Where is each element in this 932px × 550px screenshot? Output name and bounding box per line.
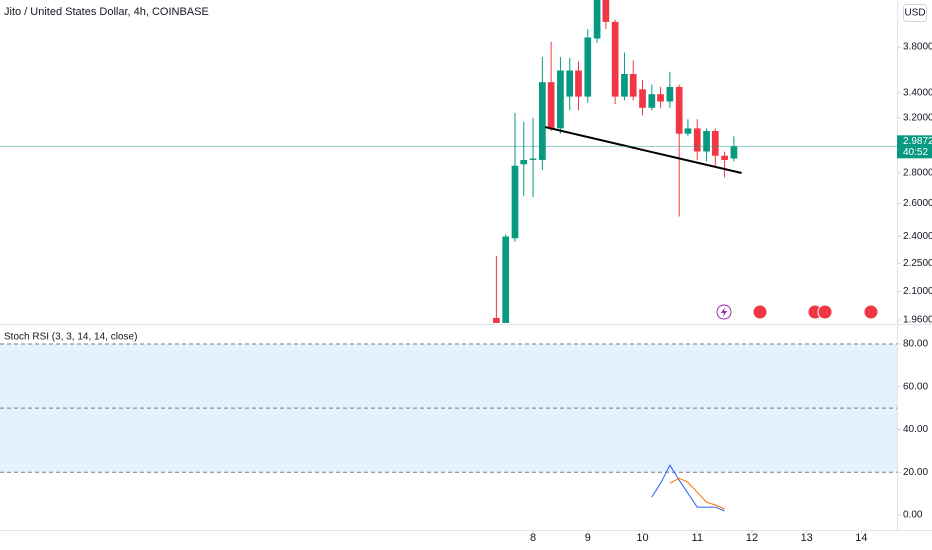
candle-body xyxy=(639,89,646,108)
x-tick-label: 12 xyxy=(746,532,758,544)
candle-body xyxy=(721,155,728,160)
candle-body xyxy=(557,70,564,129)
event-icon[interactable] xyxy=(863,304,879,320)
stoch-line xyxy=(669,477,725,510)
candle-body xyxy=(493,317,500,323)
x-tick-label: 10 xyxy=(636,532,648,544)
indicator-title: Stoch RSI (3, 3, 14, 14, close) xyxy=(4,332,137,343)
y-tick-label: 0.00 xyxy=(903,510,923,521)
x-tick-label: 13 xyxy=(801,532,813,544)
event-icon[interactable] xyxy=(752,304,768,320)
candle-body xyxy=(539,82,546,160)
candle-body xyxy=(648,94,656,108)
y-tick-label: 60.00 xyxy=(903,381,928,392)
currency-button[interactable] xyxy=(903,4,927,22)
candle-body xyxy=(666,86,674,102)
candle-body xyxy=(703,131,710,152)
stoch-line xyxy=(651,464,725,512)
candle-body xyxy=(502,236,510,323)
candle-body xyxy=(730,146,738,159)
y-tick-label: 40.00 xyxy=(903,424,928,435)
axes: 3.8000 3.4000 3.2000 2.8000 2.6000 2.4000 2.25… xyxy=(530,42,932,544)
y-tick-label: 3.4000 xyxy=(903,88,932,99)
y-tick-label: 1.9600 xyxy=(903,315,932,326)
candle-body xyxy=(529,158,537,160)
y-tick-label: 2.2500 xyxy=(903,258,932,269)
candle-body xyxy=(602,0,610,22)
event-icon-glyph xyxy=(721,307,727,317)
candle-body xyxy=(657,94,664,102)
y-tick-label: 80.00 xyxy=(903,339,928,350)
y-tick-label: 20.00 xyxy=(903,467,928,478)
candle-body xyxy=(675,86,683,134)
candle-body xyxy=(693,128,701,152)
y-tick-label: 3.2000 xyxy=(903,113,932,124)
candle-body xyxy=(547,82,555,129)
currency-label: USD xyxy=(904,8,925,19)
last-price-label: 2.9872 xyxy=(903,136,932,147)
candle-body xyxy=(711,131,719,156)
event-icon[interactable] xyxy=(817,304,833,320)
candle-body xyxy=(584,37,592,97)
y-tick-label: 2.4000 xyxy=(903,231,932,242)
candle-body xyxy=(566,70,574,97)
chart-title: Jito / United States Dollar, 4h, COINBAS… xyxy=(4,6,209,18)
stoch-pane xyxy=(0,343,897,512)
last-price-box xyxy=(897,135,932,159)
y-tick-label: 3.8000 xyxy=(903,42,932,53)
y-tick-label: 2.8000 xyxy=(903,168,932,179)
x-tick-label: 14 xyxy=(855,532,867,544)
x-tick-label: 9 xyxy=(585,532,591,544)
candle-body xyxy=(611,21,619,97)
x-tick-label: 8 xyxy=(530,532,536,544)
title-bg xyxy=(0,2,200,20)
price-pane xyxy=(0,0,897,323)
trend-line xyxy=(544,126,742,174)
candle-body xyxy=(621,74,628,97)
candle-body xyxy=(511,165,519,239)
y-tick-label: 2.6000 xyxy=(903,198,932,209)
countdown-label: 40:52 xyxy=(903,147,928,158)
candle-body xyxy=(684,128,692,134)
y-tick-label: 2.1000 xyxy=(903,286,932,297)
x-tick-label: 11 xyxy=(692,532,703,544)
candle-body xyxy=(520,159,528,165)
candle-body xyxy=(575,70,582,97)
event-icons xyxy=(716,304,879,320)
candle-body xyxy=(629,74,637,97)
candle-body xyxy=(593,0,601,39)
